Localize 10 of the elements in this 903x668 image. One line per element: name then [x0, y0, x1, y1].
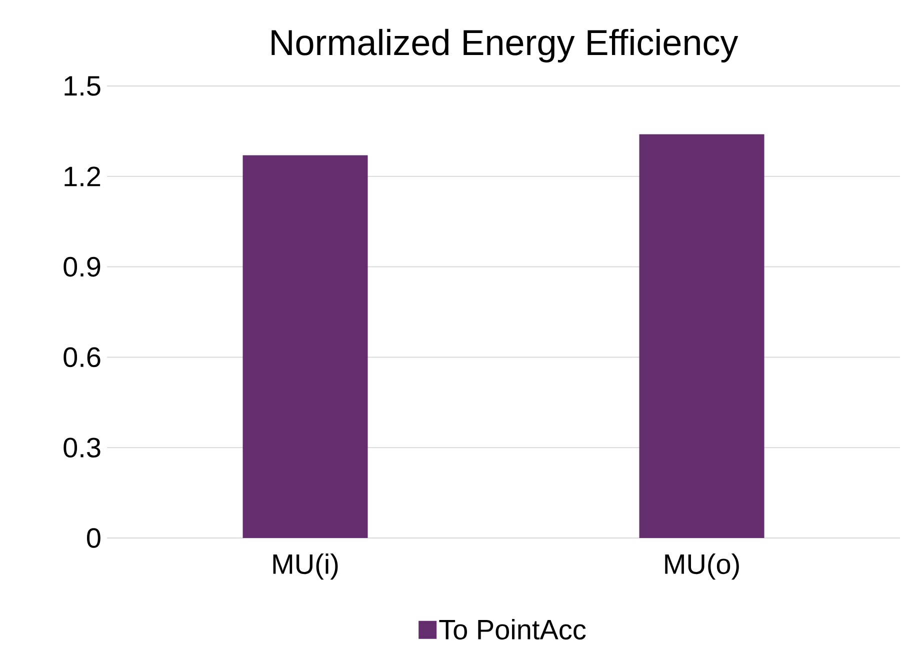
x-tick-label: MU(i) — [273, 554, 338, 580]
y-tick-label: 0.9 — [64, 256, 100, 277]
y-tick-label: 0.3 — [64, 438, 100, 458]
x-tick-label: MU(o) — [665, 554, 739, 580]
y-tick-label: 1.5 — [64, 76, 100, 96]
legend-label: To PointAcc — [439, 619, 586, 640]
y-tick-label: 1.2 — [64, 166, 100, 186]
y-tick-label: 0.6 — [64, 347, 100, 368]
chart-title: Normalized Energy Efficiency — [272, 28, 738, 62]
y-tick-label: 0 — [87, 528, 100, 548]
